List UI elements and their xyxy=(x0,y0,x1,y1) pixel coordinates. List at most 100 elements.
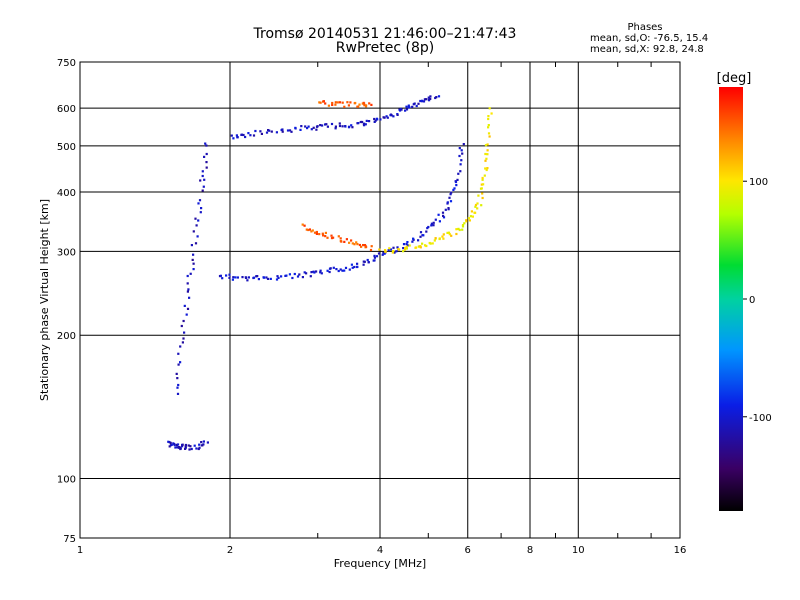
trace-point xyxy=(242,133,245,137)
trace-point xyxy=(474,205,477,208)
trace-point xyxy=(480,204,483,207)
trace-point xyxy=(299,128,302,131)
trace-point xyxy=(481,192,484,195)
trace-point xyxy=(325,123,328,126)
trace-point xyxy=(191,258,194,261)
trace-point xyxy=(370,103,373,106)
trace-point xyxy=(407,104,410,107)
trace-point xyxy=(169,441,172,444)
trace-point xyxy=(177,363,180,366)
trace-point xyxy=(404,109,407,112)
trace-point xyxy=(197,447,200,451)
trace-point xyxy=(179,447,182,451)
trace-point xyxy=(486,143,489,146)
y-tick-label: 75 xyxy=(63,534,76,545)
trace-point xyxy=(415,104,418,108)
trace-point xyxy=(275,131,278,134)
trace-point xyxy=(362,244,365,247)
trace-point xyxy=(442,233,445,236)
trace-point xyxy=(339,237,342,240)
trace-point xyxy=(449,193,452,196)
trace-point xyxy=(346,101,349,104)
trace-point xyxy=(425,230,428,233)
trace-point xyxy=(350,239,353,242)
trace-point xyxy=(336,101,339,104)
trace-point xyxy=(386,116,389,119)
trace-point xyxy=(375,255,379,258)
trace-point xyxy=(455,232,458,236)
trace-point xyxy=(257,278,260,281)
trace-point xyxy=(358,103,361,106)
trace-point xyxy=(316,125,319,128)
trace-point xyxy=(189,445,192,448)
trace-point xyxy=(184,447,187,450)
trace-point xyxy=(477,194,480,197)
trace-point xyxy=(318,101,321,104)
trace-point xyxy=(373,120,376,123)
trace-point xyxy=(236,136,239,139)
trace-point xyxy=(319,124,322,127)
trace-point xyxy=(429,97,432,100)
trace-point xyxy=(363,104,366,107)
trace-point xyxy=(203,155,206,158)
trace-point xyxy=(195,447,198,450)
trace-point xyxy=(456,178,459,181)
x-tick-label: 6 xyxy=(465,545,471,556)
trace-point xyxy=(168,445,171,448)
trace-point xyxy=(429,95,432,98)
trace-point xyxy=(301,276,304,279)
trace-point xyxy=(424,244,427,247)
trace-point xyxy=(203,178,206,181)
trace-point xyxy=(366,258,369,262)
trace-point xyxy=(199,179,202,182)
trace-point xyxy=(186,274,189,278)
trace-point xyxy=(415,246,418,249)
trace-point xyxy=(357,122,360,125)
trace-point xyxy=(476,202,479,205)
trace-point xyxy=(176,392,180,395)
trace-point xyxy=(442,214,445,217)
trace-point xyxy=(205,161,208,164)
trace-point xyxy=(387,249,390,252)
trace-point xyxy=(392,250,395,253)
trace-point xyxy=(182,337,185,340)
trace-point xyxy=(322,234,325,237)
trace-point xyxy=(198,443,201,446)
y-tick-label: 100 xyxy=(57,475,76,486)
trace-point xyxy=(332,266,335,269)
trace-point xyxy=(269,277,272,280)
trace-point xyxy=(170,443,173,446)
trace-point xyxy=(340,240,343,243)
trace-point xyxy=(186,307,190,310)
trace-point xyxy=(448,196,451,199)
trace-point xyxy=(327,104,330,107)
trace-point xyxy=(402,243,406,246)
trace-point xyxy=(338,101,342,104)
trace-point xyxy=(205,152,208,156)
trace-point xyxy=(265,131,269,134)
trace-point xyxy=(389,248,393,251)
trace-point xyxy=(176,443,180,446)
trace-point xyxy=(458,154,461,158)
trace-point xyxy=(334,103,337,106)
trace-point xyxy=(184,445,187,448)
trace-point xyxy=(331,103,334,106)
trace-point xyxy=(310,271,313,274)
y-tick-label: 200 xyxy=(57,331,76,342)
trace-point xyxy=(234,276,237,279)
trace-point xyxy=(368,102,371,105)
trace-point xyxy=(180,324,183,328)
trace-point xyxy=(369,248,373,252)
trace-point xyxy=(430,224,433,227)
trace-point xyxy=(457,172,460,175)
trace-point xyxy=(176,377,179,380)
trace-point xyxy=(406,241,409,244)
trace-point xyxy=(385,115,388,118)
trace-point xyxy=(461,224,465,227)
trace-point xyxy=(181,443,184,446)
trace-point xyxy=(363,102,366,105)
trace-point xyxy=(307,228,310,232)
phase-stat-x: mean, sd,X: 92.8, 24.8 xyxy=(590,44,704,55)
trace-point xyxy=(384,249,387,252)
trace-point xyxy=(487,117,490,121)
